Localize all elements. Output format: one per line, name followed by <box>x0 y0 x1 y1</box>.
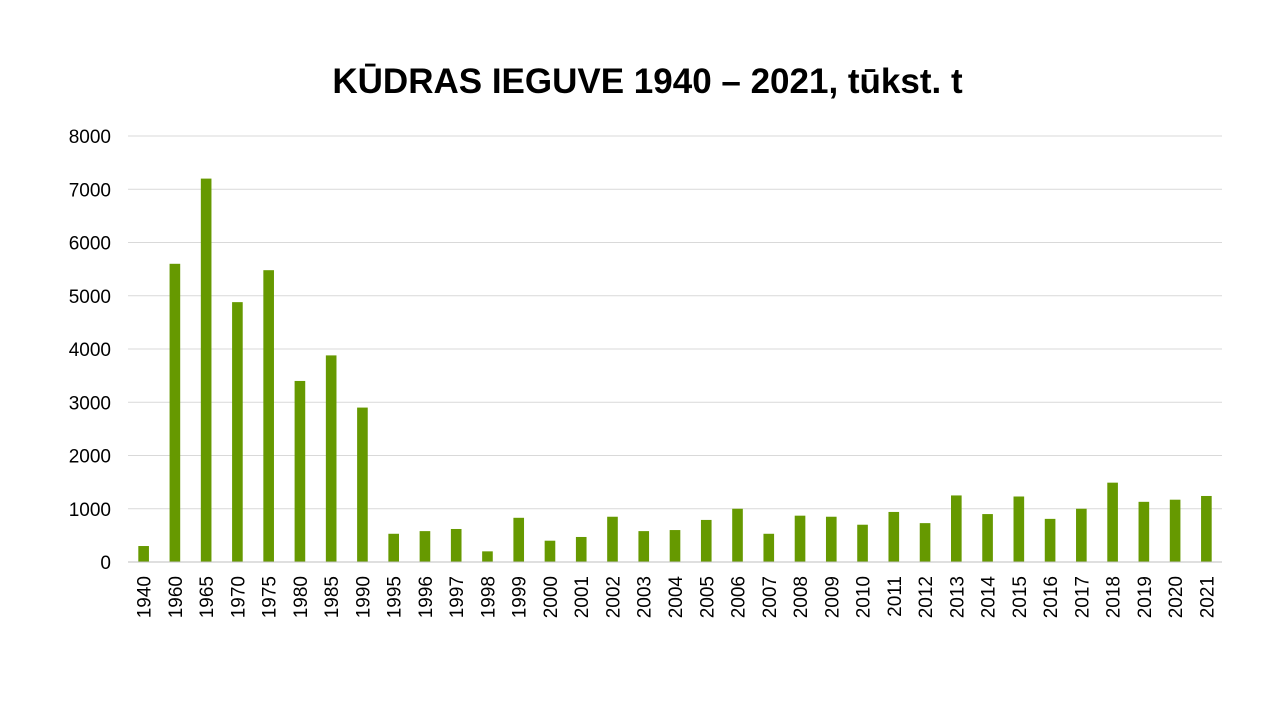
x-tick-label: 2016 <box>1041 576 1062 618</box>
x-tick-label: 2004 <box>666 576 687 619</box>
y-tick-label: 2000 <box>69 447 111 468</box>
bar-1995 <box>388 533 399 562</box>
bar-2003 <box>638 531 650 562</box>
x-tick-label: 2000 <box>541 576 562 618</box>
y-tick-label: 5000 <box>69 287 111 308</box>
y-tick-label: 0 <box>100 553 111 574</box>
bar-2012 <box>919 523 931 562</box>
x-tick-label: 1965 <box>197 576 218 618</box>
bar-2013 <box>951 495 962 562</box>
chart-title: KŪDRAS IEGUVE 1940 – 2021, tūkst. t <box>332 62 963 101</box>
x-tick-label: 2006 <box>729 576 750 618</box>
bar-1965 <box>200 178 212 562</box>
bar-2011 <box>888 511 900 562</box>
bar-2009 <box>825 516 837 562</box>
bar-2006 <box>732 508 743 562</box>
bar-1975 <box>263 270 274 562</box>
bar-2017 <box>1076 508 1087 562</box>
x-tick-label: 2010 <box>854 576 875 618</box>
bar-2004 <box>669 530 681 562</box>
x-tick-label: 2009 <box>822 576 843 618</box>
bar-1960 <box>169 263 181 562</box>
y-tick-label: 7000 <box>69 180 111 201</box>
bar-1996 <box>419 531 431 562</box>
x-tick-label: 2014 <box>979 576 1000 619</box>
x-tick-label: 1996 <box>416 576 437 618</box>
gridlines <box>128 135 1222 510</box>
x-tick-label: 2015 <box>1010 576 1031 618</box>
x-tick-label: 2021 <box>1197 576 1218 618</box>
x-tick-label: 1960 <box>166 576 187 618</box>
x-tick-label: 2013 <box>947 576 968 618</box>
x-tick-label: 2020 <box>1166 576 1187 618</box>
y-tick-label: 8000 <box>69 127 111 148</box>
bar-2008 <box>794 515 806 562</box>
x-tick-label: 1995 <box>385 576 406 618</box>
x-tick-label: 2003 <box>635 576 656 618</box>
bars <box>138 178 1212 562</box>
bar-1998 <box>482 551 493 562</box>
bar-2007 <box>763 533 775 562</box>
bar-1970 <box>232 302 243 562</box>
x-tick-label: 2007 <box>760 576 781 618</box>
bar-1999 <box>513 517 525 562</box>
y-axis-ticks: 0 1000 2000 3000 4000 5000 6000 7000 8000 <box>69 127 111 574</box>
x-tick-label: 1997 <box>447 576 468 618</box>
bar-2015 <box>1013 496 1025 562</box>
y-tick-label: 4000 <box>69 340 111 361</box>
x-tick-label: 2019 <box>1135 576 1156 618</box>
x-tick-label: 1990 <box>353 576 374 618</box>
x-tick-label: 2001 <box>572 576 593 618</box>
bar-2002 <box>607 516 618 562</box>
bar-2018 <box>1107 482 1118 562</box>
bar-2020 <box>1169 499 1181 562</box>
x-tick-label: 2011 <box>885 576 906 617</box>
y-tick-label: 3000 <box>69 393 111 414</box>
bar-2016 <box>1044 518 1056 562</box>
x-tick-label: 1999 <box>510 576 531 618</box>
x-tick-label: 2017 <box>1072 576 1093 618</box>
x-tick-label: 1970 <box>228 576 249 618</box>
x-tick-label: 1940 <box>135 576 156 618</box>
bar-2021 <box>1201 495 1212 562</box>
x-axis-ticks: 1940 1960 1965 1970 1975 1980 1985 1990 1995 1996… <box>135 576 1219 619</box>
y-tick-label: 1000 <box>69 500 111 521</box>
x-tick-label: 2008 <box>791 576 812 618</box>
bar-2019 <box>1138 501 1150 562</box>
bar-1990 <box>357 407 368 562</box>
x-tick-label: 2002 <box>603 576 624 618</box>
bar-1980 <box>294 380 306 562</box>
bar-1940 <box>138 546 149 562</box>
bar-2005 <box>700 519 712 562</box>
x-tick-label: 1985 <box>322 576 343 618</box>
bar-1997 <box>450 528 462 562</box>
x-tick-label: 2018 <box>1104 576 1125 618</box>
x-tick-label: 1998 <box>478 576 499 618</box>
x-tick-label: 2012 <box>916 576 937 618</box>
bar-2001 <box>575 536 587 562</box>
x-tick-label: 1980 <box>291 576 312 618</box>
y-tick-label: 6000 <box>69 234 111 255</box>
bar-2010 <box>857 524 868 562</box>
bar-2000 <box>544 540 556 562</box>
bar-1985 <box>325 355 337 562</box>
x-tick-label: 2005 <box>697 576 718 618</box>
bar-2014 <box>982 514 993 562</box>
x-tick-label: 1975 <box>260 576 281 618</box>
